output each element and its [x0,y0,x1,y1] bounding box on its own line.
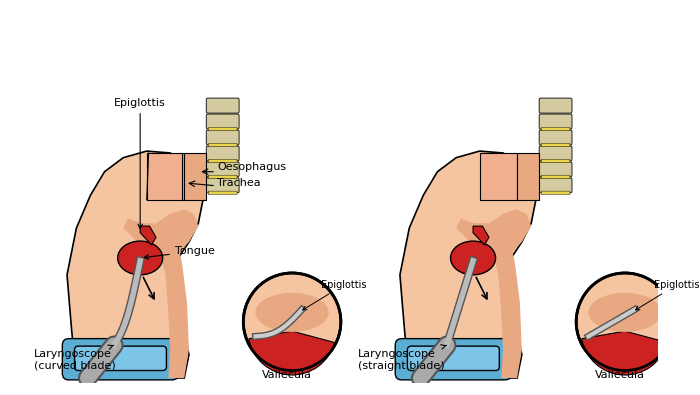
Polygon shape [67,151,203,378]
Text: Vallecula: Vallecula [262,370,312,380]
Text: Oesophagus: Oesophagus [217,162,286,172]
Text: Epiglottis: Epiglottis [302,280,367,310]
FancyBboxPatch shape [541,175,570,179]
FancyBboxPatch shape [209,143,237,147]
Polygon shape [517,153,539,200]
FancyBboxPatch shape [62,339,178,380]
Wedge shape [249,331,335,375]
Polygon shape [480,153,517,200]
FancyBboxPatch shape [539,162,572,177]
FancyBboxPatch shape [541,191,570,194]
Circle shape [576,273,673,371]
Ellipse shape [256,293,329,332]
Text: Epiglottis: Epiglottis [636,280,700,310]
Text: Epiglottis: Epiglottis [114,98,166,229]
Polygon shape [140,226,156,245]
FancyBboxPatch shape [541,159,570,163]
Ellipse shape [118,241,162,275]
FancyBboxPatch shape [395,339,512,380]
Polygon shape [147,153,184,200]
FancyBboxPatch shape [209,175,237,179]
Ellipse shape [589,293,661,332]
FancyBboxPatch shape [539,178,572,193]
Polygon shape [184,153,206,200]
Polygon shape [473,226,489,245]
Text: Laryngoscope
(curved blade): Laryngoscope (curved blade) [34,345,116,371]
FancyBboxPatch shape [206,178,239,193]
FancyBboxPatch shape [539,98,572,113]
FancyBboxPatch shape [209,159,237,163]
Ellipse shape [451,241,496,275]
Polygon shape [456,209,531,378]
FancyBboxPatch shape [74,346,167,371]
Text: Laryngoscope
(straight blade): Laryngoscope (straight blade) [358,345,446,371]
Polygon shape [400,151,536,378]
FancyBboxPatch shape [206,146,239,161]
Text: Tongue: Tongue [144,246,215,259]
FancyBboxPatch shape [206,162,239,177]
FancyBboxPatch shape [539,146,572,161]
FancyBboxPatch shape [539,130,572,145]
FancyBboxPatch shape [209,191,237,194]
FancyBboxPatch shape [206,98,239,113]
Circle shape [244,273,341,371]
Polygon shape [123,209,198,378]
Text: Vallecula: Vallecula [595,370,645,380]
FancyBboxPatch shape [539,114,572,129]
Text: Trachea: Trachea [217,178,260,188]
FancyBboxPatch shape [206,130,239,145]
FancyBboxPatch shape [541,143,570,147]
FancyBboxPatch shape [407,346,499,371]
Wedge shape [582,331,667,375]
FancyBboxPatch shape [541,127,570,131]
FancyBboxPatch shape [209,127,237,131]
FancyBboxPatch shape [206,114,239,129]
